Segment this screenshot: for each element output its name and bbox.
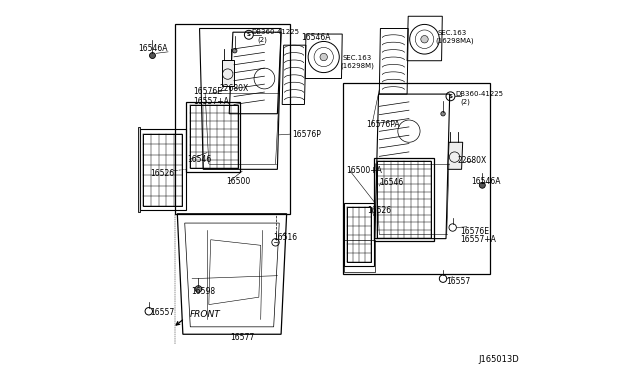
Text: FRONT: FRONT	[189, 311, 220, 320]
Text: 16576PA: 16576PA	[367, 121, 401, 129]
Text: 16500: 16500	[227, 177, 251, 186]
Polygon shape	[448, 142, 463, 169]
Circle shape	[195, 286, 202, 292]
Text: S: S	[449, 94, 452, 99]
Text: 16557+A: 16557+A	[193, 97, 229, 106]
Text: S: S	[247, 32, 251, 37]
Circle shape	[320, 53, 328, 61]
Circle shape	[421, 36, 428, 43]
Text: (16298M): (16298M)	[340, 62, 374, 69]
Text: 22680X: 22680X	[458, 156, 487, 165]
Text: (16298MA): (16298MA)	[436, 38, 474, 44]
Circle shape	[150, 52, 156, 58]
Text: 16546A: 16546A	[301, 33, 330, 42]
Text: 16516: 16516	[274, 232, 298, 242]
Polygon shape	[138, 127, 140, 212]
Text: 16576E: 16576E	[193, 87, 222, 96]
Text: SEC.163: SEC.163	[342, 55, 371, 61]
Text: 16500+A: 16500+A	[347, 166, 383, 175]
Text: 16546A: 16546A	[471, 177, 500, 186]
Text: 16557+A: 16557+A	[460, 235, 496, 244]
Text: 16557: 16557	[446, 277, 470, 286]
Text: (2): (2)	[257, 36, 267, 43]
Circle shape	[232, 48, 237, 53]
Text: SEC.163: SEC.163	[438, 30, 467, 36]
Text: DB360-41225: DB360-41225	[456, 91, 504, 97]
Text: 16546A: 16546A	[138, 44, 168, 53]
Circle shape	[479, 182, 485, 188]
Text: 16526: 16526	[367, 206, 392, 215]
Text: 16546: 16546	[380, 178, 404, 187]
Text: J165013D: J165013D	[479, 355, 520, 364]
Text: 16577: 16577	[230, 333, 255, 343]
Circle shape	[441, 112, 445, 116]
Text: 22680X: 22680X	[219, 84, 248, 93]
Text: 16546: 16546	[188, 155, 212, 164]
Text: 16557: 16557	[150, 308, 175, 317]
Text: DB360-41225: DB360-41225	[252, 29, 300, 35]
Text: 16598: 16598	[191, 287, 216, 296]
Text: 16576E: 16576E	[460, 227, 489, 236]
Text: 16576P: 16576P	[292, 130, 321, 140]
Text: 16526: 16526	[150, 169, 174, 177]
Text: (2): (2)	[460, 98, 470, 105]
Polygon shape	[222, 60, 234, 86]
